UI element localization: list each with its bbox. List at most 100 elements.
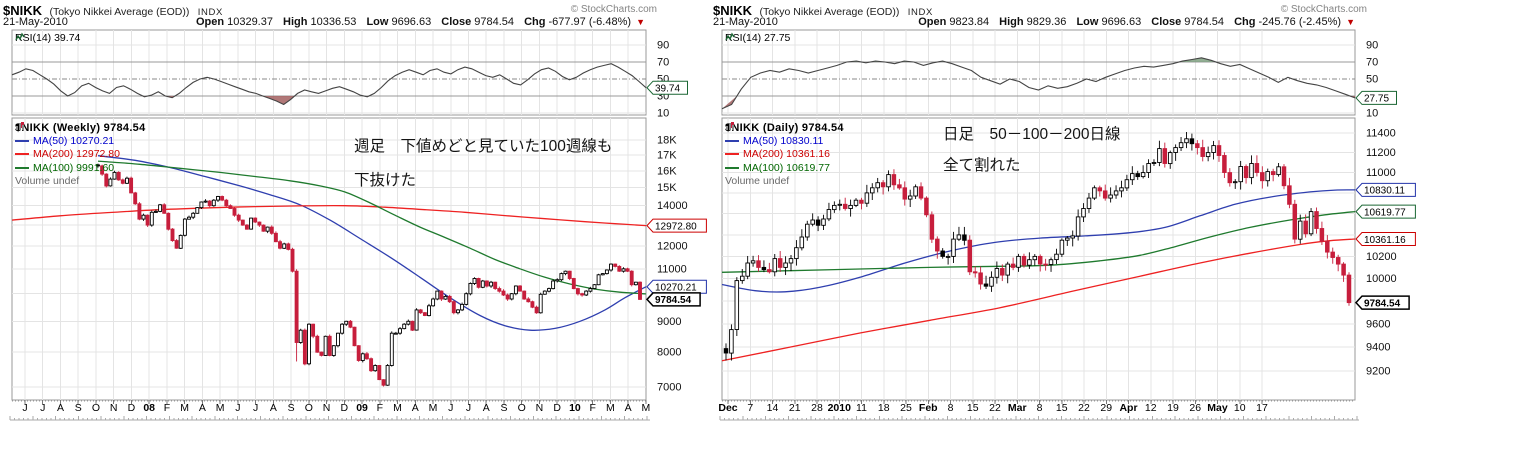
svg-text:D: D xyxy=(341,402,349,414)
svg-text:11: 11 xyxy=(856,402,867,414)
svg-text:17: 17 xyxy=(1256,402,1268,414)
svg-text:9600: 9600 xyxy=(1366,318,1390,330)
svg-text:8: 8 xyxy=(948,402,954,414)
series xyxy=(721,57,1356,362)
svg-text:18: 18 xyxy=(878,402,890,414)
svg-text:10: 10 xyxy=(1234,402,1246,414)
svg-text:D: D xyxy=(553,402,561,414)
svg-text:90: 90 xyxy=(657,40,669,52)
svg-text:11000: 11000 xyxy=(657,263,687,275)
svg-text:J: J xyxy=(253,402,258,414)
svg-text:12000: 12000 xyxy=(657,241,688,253)
ma50-line-icon xyxy=(725,140,739,143)
series xyxy=(11,63,647,387)
volume-legend: Volume undef xyxy=(725,175,790,188)
time-slider-ruler[interactable] xyxy=(9,416,650,421)
high-label: High xyxy=(283,16,308,28)
down-triangle-icon: ▼ xyxy=(636,17,645,27)
rsi-legend-label: RSI(14) 39.74 xyxy=(15,32,81,44)
symbol-label: $NIKK xyxy=(713,3,753,18)
svg-text:M: M xyxy=(393,402,402,414)
close-label: Close xyxy=(441,16,472,28)
svg-text:J: J xyxy=(235,402,240,414)
svg-text:9000: 9000 xyxy=(657,316,681,328)
svg-text:29: 29 xyxy=(1100,402,1112,414)
symbol-name: (Tokyo Nikkei Average (EOD)) xyxy=(759,6,900,18)
svg-text:A: A xyxy=(57,402,64,414)
svg-text:Feb: Feb xyxy=(919,402,938,414)
low-label: Low xyxy=(1076,16,1099,28)
open-value: 10329.37 xyxy=(227,16,273,28)
open-label: Open xyxy=(918,16,947,28)
svg-text:11200: 11200 xyxy=(1366,147,1396,159)
chart-canvas-weekly[interactable]: J J A S O N D 08 F M A M J J A S O N D 09 F M A M J J A S O N D 10 F M A M1… xyxy=(0,0,710,432)
low-value: 9696.63 xyxy=(391,16,432,28)
svg-text:16K: 16K xyxy=(657,165,677,177)
ma50-line-icon xyxy=(15,140,29,143)
svg-text:18K: 18K xyxy=(657,134,677,146)
chg-label: Chg xyxy=(524,16,546,28)
annotation-line2: 全て割れた xyxy=(943,157,1021,174)
svg-text:70: 70 xyxy=(657,57,669,69)
ma100-line-icon xyxy=(725,166,739,169)
chg-label: Chg xyxy=(1234,16,1256,28)
ma-line xyxy=(11,204,647,227)
svg-text:09: 09 xyxy=(356,402,368,414)
svg-text:A: A xyxy=(483,402,490,414)
svg-text:10: 10 xyxy=(569,402,581,414)
ma-line xyxy=(97,155,647,331)
high-value: 10336.53 xyxy=(310,16,357,28)
symbol-name: (Tokyo Nikkei Average (EOD)) xyxy=(49,6,190,18)
svg-text:M: M xyxy=(606,402,615,414)
svg-text:27.75: 27.75 xyxy=(1364,94,1389,105)
ma50-legend: MA(50) 10270.21 xyxy=(33,135,115,148)
symbol-label: $NIKK xyxy=(3,3,43,18)
svg-text:7: 7 xyxy=(747,402,753,414)
axis-labels: Dec 7 14 21 28 2010 11 18 25 Feb 8 15 22 Mar 8 15 22 29 Ap… xyxy=(718,40,1416,414)
svg-text:F: F xyxy=(377,402,383,414)
svg-text:9400: 9400 xyxy=(1366,342,1390,354)
svg-text:10200: 10200 xyxy=(1366,251,1397,263)
gridlines xyxy=(721,29,1356,401)
svg-text:10270.21: 10270.21 xyxy=(655,283,697,294)
ma-line xyxy=(721,189,1356,293)
time-slider-ruler[interactable] xyxy=(719,416,1359,421)
close-label: Close xyxy=(1151,16,1182,28)
close-value: 9784.54 xyxy=(474,16,515,28)
ma-line xyxy=(97,160,647,295)
price-legend-daily: $NIKK (Daily) 9784.54 MA(50) 10830.11 MA… xyxy=(725,121,844,188)
rsi-icon xyxy=(725,32,735,41)
svg-text:9200: 9200 xyxy=(1366,366,1390,378)
open-label: Open xyxy=(195,16,225,28)
chart-canvas-daily[interactable]: Dec 7 14 21 28 2010 11 18 25 Feb 8 15 22 Mar 8 15 22 29 Ap… xyxy=(710,0,1420,432)
chart-panel-weekly: $NIKK (Tokyo Nikkei Average (EOD)) INDX … xyxy=(0,0,710,458)
svg-text:J: J xyxy=(40,402,45,414)
ma200-line-icon xyxy=(15,153,29,156)
open-value: 9823.84 xyxy=(949,16,990,28)
svg-text:Apr: Apr xyxy=(1119,402,1137,414)
index-tag: INDX xyxy=(907,7,933,18)
svg-text:12972.80: 12972.80 xyxy=(655,221,697,232)
down-triangle-icon: ▼ xyxy=(1346,17,1355,27)
chg-value: -245.76 (-2.45%) xyxy=(1258,16,1342,28)
rsi-icon xyxy=(15,32,25,41)
rsi-legend-weekly: RSI(14) 39.74 xyxy=(15,32,80,44)
svg-text:12: 12 xyxy=(1145,402,1157,414)
svg-text:A: A xyxy=(199,402,206,414)
svg-text:9784.54: 9784.54 xyxy=(1364,298,1401,309)
svg-text:14000: 14000 xyxy=(657,200,688,212)
svg-text:D: D xyxy=(128,402,136,414)
ohlc-row-daily: 21-May-2010 Open 9823.84 High 9829.36 Low 9… xyxy=(713,16,1417,29)
svg-text:21: 21 xyxy=(789,402,801,414)
chart-header-weekly: $NIKK (Tokyo Nikkei Average (EOD)) INDX … xyxy=(3,2,707,18)
svg-text:39.74: 39.74 xyxy=(655,84,680,95)
svg-text:F: F xyxy=(589,402,595,414)
close-value: 9784.54 xyxy=(1184,16,1225,28)
svg-text:A: A xyxy=(270,402,277,414)
annotation-line2: 下抜けた xyxy=(354,172,417,189)
stockcharts-credit: © StockCharts.com xyxy=(1280,4,1367,15)
high-label: High xyxy=(999,16,1024,28)
svg-text:M: M xyxy=(642,402,651,414)
svg-text:7000: 7000 xyxy=(657,382,681,394)
